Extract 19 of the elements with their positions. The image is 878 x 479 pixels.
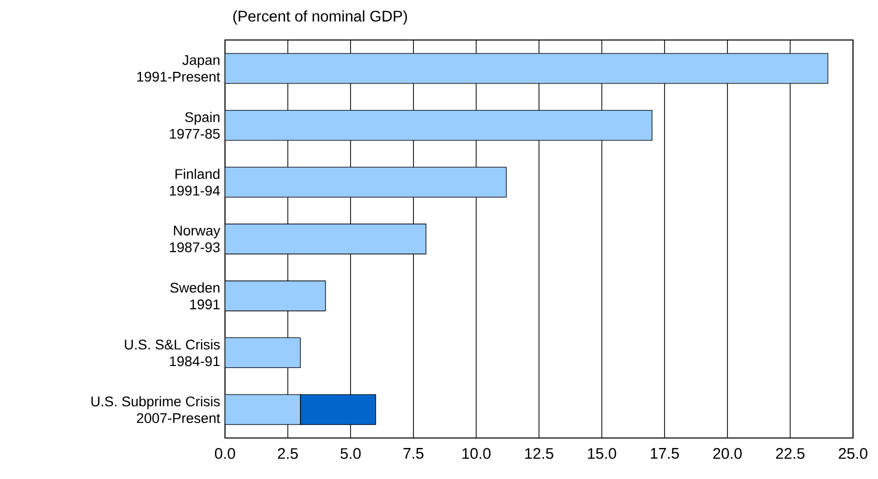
x-tick-label: 25.0 xyxy=(838,448,868,459)
y-tick-label: Japan 1991-Present xyxy=(137,55,220,82)
x-tick-label: 7.5 xyxy=(404,448,424,459)
x-tick-label: 15.0 xyxy=(588,448,616,459)
x-tick-label: 0.0 xyxy=(214,448,236,459)
x-tick-label: 20.0 xyxy=(713,448,742,459)
chart-title: (Percent of nominal GDP) xyxy=(233,10,407,25)
y-tick-label: Sweden 1991 xyxy=(170,282,220,310)
y-tick-label: U.S. Subprime Crisis 2007-Present xyxy=(91,396,220,424)
y-tick-label: U.S. S&L Crisis 1984-91 xyxy=(124,339,220,366)
y-tick-label: Finland 1991-94 xyxy=(170,168,220,196)
x-tick-label: 2.5 xyxy=(278,448,298,459)
y-tick-label: Spain 1977-85 xyxy=(170,112,220,139)
x-tick-label: 5.0 xyxy=(340,448,361,459)
y-tick-label: Norway 1987-93 xyxy=(170,226,220,252)
x-tick-label: 10.0 xyxy=(462,448,491,459)
x-tick-label: 12.5 xyxy=(525,448,554,459)
x-tick-label: 17.5 xyxy=(650,448,679,459)
x-tick-label: 22.5 xyxy=(776,448,804,459)
